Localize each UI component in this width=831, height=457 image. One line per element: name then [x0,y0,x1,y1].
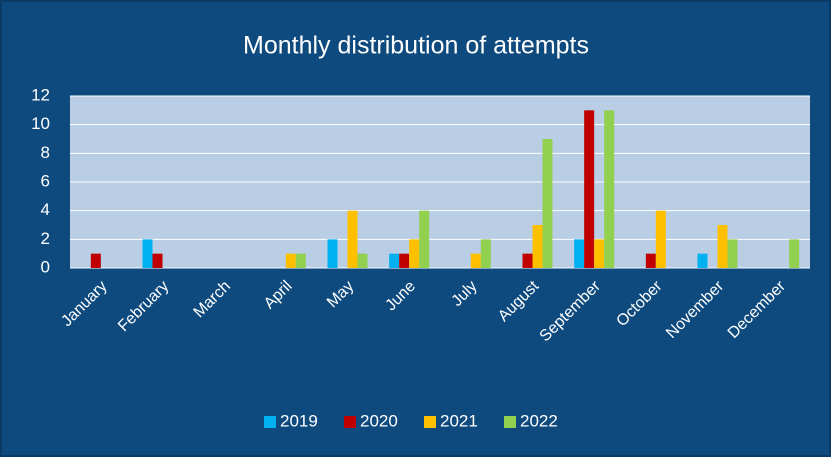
bar [389,253,400,268]
bar [584,110,595,268]
bar [532,225,543,268]
bar [470,253,481,268]
bar [357,253,368,268]
bar [655,210,666,268]
legend-label: 2021 [440,411,478,430]
bar [480,239,491,268]
y-tick-label: 6 [41,171,50,190]
y-tick-label: 8 [41,143,50,162]
bar [295,253,306,268]
legend-label: 2019 [280,411,318,430]
chart-title: Monthly distribution of attempts [243,32,589,60]
bar [789,239,800,268]
bar [327,239,338,268]
bar [594,239,605,268]
bar [285,253,296,268]
bar [152,253,163,268]
y-tick-label: 2 [41,229,50,248]
bar [542,139,553,268]
legend-label: 2020 [360,411,398,430]
y-tick-label: 0 [41,257,50,276]
bar [142,239,153,268]
bar [697,253,708,268]
y-tick-label: 12 [31,85,50,104]
bar [727,239,738,268]
bar [522,253,533,268]
bar [604,110,615,268]
bar [399,253,410,268]
legend-label: 2022 [520,411,558,430]
y-tick-label: 4 [41,200,50,219]
legend-swatch [344,416,356,428]
legend-swatch [424,416,436,428]
legend-swatch [504,416,516,428]
bar [409,239,420,268]
legend-swatch [264,416,276,428]
bar [90,253,101,268]
y-tick-label: 10 [31,114,50,133]
bar [419,210,430,268]
bar [347,210,358,268]
bar [574,239,585,268]
bar [645,253,656,268]
bar [717,225,728,268]
